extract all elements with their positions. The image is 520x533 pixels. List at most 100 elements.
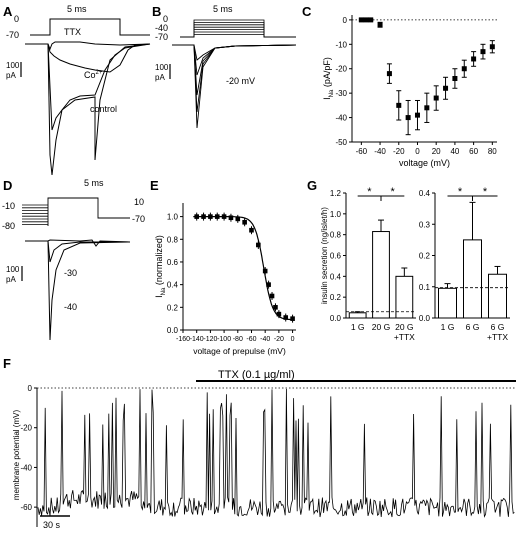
panel-b-traces: [172, 44, 297, 129]
panel-d-letter: D: [3, 178, 12, 193]
data-point: [194, 214, 199, 219]
y-tick-label: 0.6: [167, 258, 179, 267]
x-tick-label: -40: [260, 336, 270, 343]
data-point: [266, 282, 271, 287]
panel-a-mid-trace: [25, 43, 151, 161]
protocol-step: [180, 34, 296, 38]
panel-a-ttx-label: TTX: [64, 27, 81, 37]
category-label: 1 G: [441, 322, 455, 332]
y-tick-label: 0: [343, 16, 348, 25]
y-tick-label: 0.2: [419, 252, 431, 261]
panel-e-letter: E: [150, 178, 159, 193]
panel-b-letter: B: [152, 4, 161, 19]
panel-g-letter: G: [307, 178, 317, 193]
y-tick-label: 0.1: [419, 283, 431, 292]
current-trace: [172, 44, 297, 76]
data-point: [276, 311, 282, 317]
data-point: [256, 242, 261, 248]
panel-a-co-trace: [25, 43, 151, 73]
category-label: 6 G: [466, 322, 480, 332]
data-point: [471, 56, 477, 62]
test-pulse: [47, 197, 130, 226]
panel-b-scale-value: 100: [155, 63, 169, 72]
x-tick-label: 60: [469, 147, 478, 156]
panel-a-control-trace: [25, 43, 151, 176]
panel-a-vhold-label: -70: [6, 30, 19, 40]
x-tick-label: -20: [274, 336, 284, 343]
fit-curve: [193, 216, 293, 321]
data-point: [208, 214, 213, 219]
panel-d-vpre-bottom-label: -80: [2, 221, 15, 231]
panel-a-protocol: [30, 18, 150, 36]
panel-e-chart: E 0.00.20.40.60.81.0-160 -140 -120 -100 -80-…: [150, 178, 296, 356]
x-tick-label: 0: [415, 147, 420, 156]
data-point: [461, 66, 467, 72]
panel-b: B 0 -40 -70 5 ms -20 mV 100 pA: [152, 4, 297, 129]
x-tick-label: -100: [217, 336, 231, 343]
y-tick-label: -60: [20, 503, 32, 512]
data-point: [405, 115, 411, 121]
data-point: [414, 112, 420, 118]
y-tick-label: 1.0: [330, 210, 342, 219]
panel-d-trace-40: [25, 240, 131, 341]
panel-f-drug-label: TTX (0.1 µg/ml): [218, 369, 295, 381]
y-tick-label: -30: [335, 89, 347, 98]
significance-marker: *: [458, 186, 463, 198]
y-tick-label: 0: [28, 384, 33, 393]
y-tick-label: 0.4: [330, 272, 342, 281]
y-tick-label: -20: [335, 65, 347, 74]
data-point: [358, 17, 364, 23]
y-tick-label: 0.0: [167, 326, 179, 335]
y-tick-label: 1.0: [167, 213, 179, 222]
panel-b-protocol: [180, 19, 296, 38]
y-tick-label: 0.4: [167, 281, 179, 290]
y-tick-label: -20: [20, 424, 32, 433]
panel-b-scale-unit: pA: [155, 73, 165, 82]
panel-a: A 0 -70 5 ms TTX Co2+ control 100 pA: [3, 4, 151, 176]
data-point: [368, 17, 374, 23]
bar: [348, 312, 367, 319]
data-point: [221, 214, 227, 219]
data-point: [249, 227, 254, 233]
category-label: +TTX: [394, 332, 415, 342]
data-point: [424, 105, 430, 111]
y-tick-label: 0.0: [330, 314, 342, 323]
data-point: [443, 85, 449, 91]
panel-a-control-label: control: [90, 104, 117, 114]
current-trace: [172, 44, 297, 129]
y-tick-label: -40: [335, 114, 347, 123]
category-label: 6 G: [491, 322, 505, 332]
y-tick-label: 0.8: [330, 231, 342, 240]
data-point: [228, 215, 234, 221]
bar: [372, 231, 390, 319]
panel-f-ylabel: membrane potential (mV): [12, 410, 21, 501]
x-tick-label: 40: [450, 147, 459, 156]
panel-d-vhold-label: -70: [132, 214, 145, 224]
x-tick-label: -60: [356, 147, 368, 156]
y-tick-label: -40: [20, 463, 32, 472]
panel-f-membrane-trace: [37, 388, 515, 518]
data-point: [363, 17, 369, 23]
panel-d: D 5 ms -10 -80 10 -70 -30 -40 100 pA: [2, 178, 145, 341]
data-point: [201, 214, 206, 219]
data-point: [377, 22, 383, 28]
y-axis-label: INa (pA/pF): [322, 57, 335, 100]
x-tick-label: -140: [190, 336, 204, 343]
data-point: [242, 219, 247, 225]
x-tick-label: 0: [291, 336, 295, 343]
data-point: [290, 316, 295, 321]
panel-d-protocol: [22, 197, 130, 226]
bar: [488, 273, 507, 319]
x-tick-label: -120: [203, 336, 217, 343]
category-label: 20 G: [395, 322, 413, 332]
panel-f-time-scale-label: 30 s: [43, 520, 61, 530]
panel-f-y-ticks: 0 -20 -40 -60: [20, 384, 37, 512]
x-tick-label: -60: [246, 336, 256, 343]
category-label: 20 G: [372, 322, 390, 332]
y-tick-label: 0.8: [167, 235, 179, 244]
y-tick-label: -10: [335, 40, 347, 49]
x-axis-label: voltage of prepulse (mV): [193, 346, 286, 356]
panel-f: F TTX (0.1 µg/ml) membrane potential (mV…: [3, 356, 516, 530]
significance-marker: *: [367, 186, 372, 198]
